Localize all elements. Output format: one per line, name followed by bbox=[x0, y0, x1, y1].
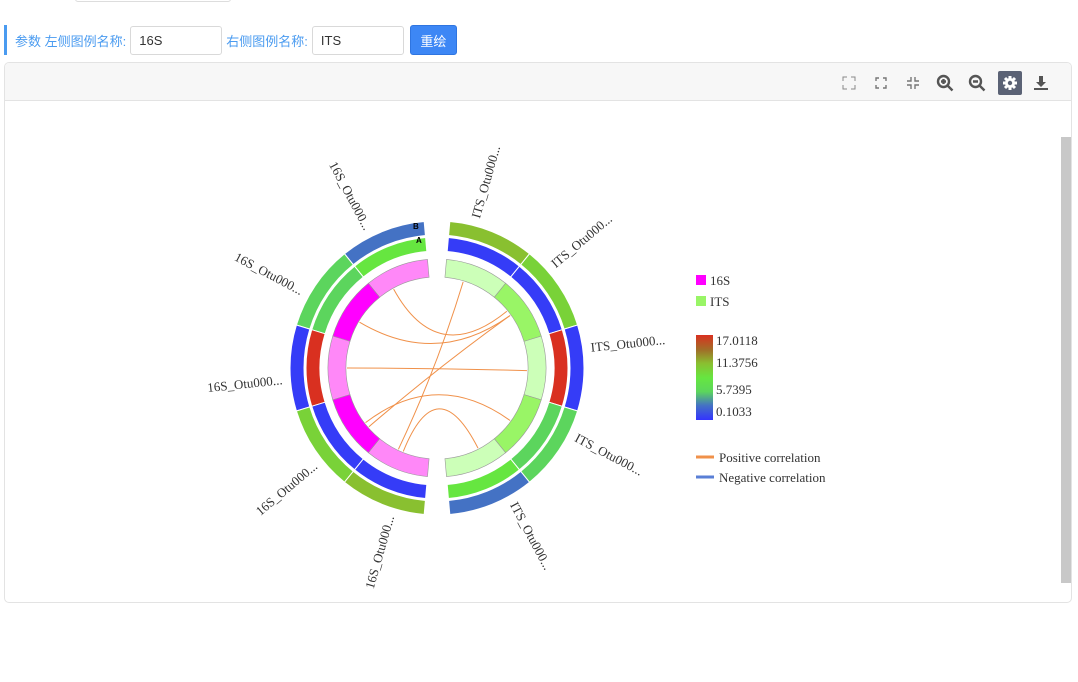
track-a-cell bbox=[311, 265, 365, 335]
segment-label: 16S_Otu000... bbox=[253, 458, 320, 518]
track-b-cell bbox=[343, 470, 426, 515]
segment-label: ITS_Otu000... bbox=[468, 144, 503, 220]
collapse-icon[interactable] bbox=[902, 72, 924, 94]
correlation-link bbox=[359, 315, 511, 344]
inner-segment bbox=[367, 259, 430, 298]
track-a-cell bbox=[446, 458, 521, 500]
param-bar: 参数 左侧图例名称: 右侧图例名称: 重绘 bbox=[4, 25, 457, 55]
inner-segment bbox=[523, 335, 547, 401]
legend-label: 16S bbox=[710, 273, 730, 288]
track-a-cell bbox=[305, 329, 326, 407]
segment-label: 16S_Otu000... bbox=[232, 249, 306, 298]
inner-segment bbox=[327, 335, 351, 401]
track-a-cell bbox=[353, 458, 428, 500]
inner-segment bbox=[332, 282, 381, 342]
segment-label: 16S_Otu000... bbox=[207, 372, 284, 395]
right-legend-input[interactable] bbox=[311, 25, 404, 55]
right-legend-label: 右侧图例名称: bbox=[226, 33, 308, 49]
gear-icon[interactable] bbox=[998, 71, 1022, 95]
correlation-link bbox=[393, 288, 508, 336]
segment-label: ITS_Otu000... bbox=[572, 430, 645, 478]
track-b-cell bbox=[448, 470, 531, 515]
chart-panel bbox=[4, 62, 1072, 603]
correlation-link bbox=[365, 394, 511, 424]
left-legend-label: 左侧图例名称: bbox=[44, 33, 127, 49]
fullscreen-icon[interactable] bbox=[870, 72, 892, 94]
segment-label: 16S_Otu000... bbox=[362, 514, 397, 591]
download-icon[interactable] bbox=[1030, 72, 1052, 94]
track-b-cell bbox=[343, 221, 426, 266]
legend-swatch-16s bbox=[696, 275, 706, 285]
segment-label: ITS_Otu000... bbox=[507, 499, 555, 572]
track-b-cell bbox=[295, 406, 355, 483]
left-legend-input[interactable] bbox=[130, 25, 223, 55]
zoom-in-icon[interactable] bbox=[934, 72, 956, 94]
segment-label: ITS_Otu000... bbox=[590, 332, 666, 355]
track-a-cell bbox=[548, 329, 569, 407]
track-a-label: A bbox=[416, 236, 422, 245]
correlation-link bbox=[346, 367, 527, 372]
color-scale-tick: 5.7395 bbox=[716, 382, 752, 397]
redraw-button[interactable]: 重绘 bbox=[409, 25, 457, 55]
color-scale-bar bbox=[696, 335, 713, 420]
track-b-cell bbox=[295, 253, 355, 330]
inner-segment bbox=[332, 394, 381, 454]
chart-toolbar bbox=[5, 63, 1071, 101]
correlation-link bbox=[368, 315, 511, 428]
color-scale-tick: 11.3756 bbox=[716, 355, 758, 370]
params-prefix: 参数 bbox=[15, 33, 42, 49]
track-a-cell bbox=[311, 401, 365, 471]
correlation-link bbox=[397, 281, 464, 450]
legend-label: ITS bbox=[710, 294, 730, 309]
legend-line-label: Negative correlation bbox=[719, 470, 826, 485]
segment-label: ITS_Otu000... bbox=[548, 211, 615, 271]
color-scale-tick: 17.0118 bbox=[716, 333, 758, 348]
track-b-label: B bbox=[413, 222, 419, 231]
track-b-cell bbox=[289, 324, 311, 412]
expand-icon[interactable] bbox=[838, 72, 860, 94]
segment-label: 16S_Otu000... bbox=[326, 159, 375, 233]
legend-line-label: Positive correlation bbox=[719, 450, 821, 465]
zoom-out-icon[interactable] bbox=[966, 72, 988, 94]
correlation-link bbox=[402, 408, 479, 452]
inner-segment bbox=[367, 438, 430, 477]
track-a-cell bbox=[353, 236, 428, 278]
scrollbar[interactable] bbox=[1061, 137, 1071, 583]
inner-segment bbox=[444, 438, 507, 477]
legend-swatch-its bbox=[696, 296, 706, 306]
color-scale-tick: 0.1033 bbox=[716, 404, 752, 419]
